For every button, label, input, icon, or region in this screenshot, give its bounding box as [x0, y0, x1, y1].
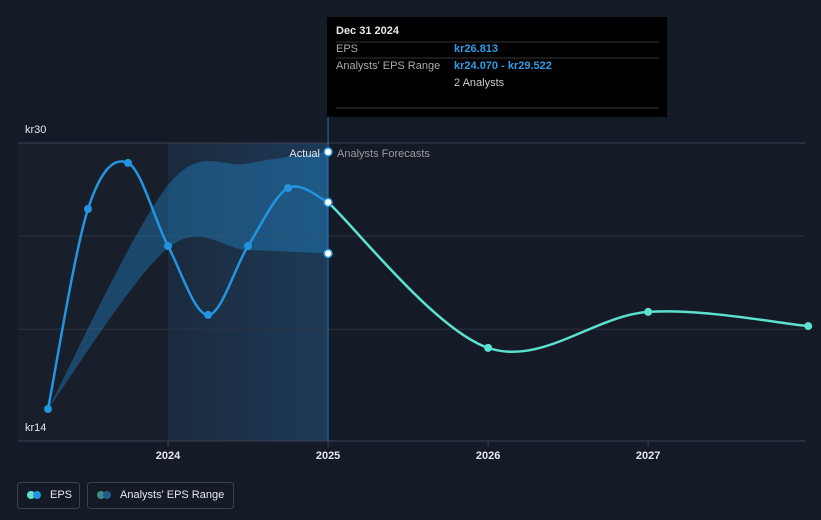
hover-shade: [168, 143, 328, 441]
legend-label: EPS: [50, 489, 72, 501]
tooltip-analysts: 2 Analysts: [454, 77, 505, 89]
x-tick-label: 2025: [316, 450, 340, 462]
tooltip-date: Dec 31 2024: [336, 25, 400, 37]
eps-point: [44, 404, 53, 413]
legend-item[interactable]: [17, 482, 80, 509]
eps-point: [204, 310, 213, 319]
range-area: [48, 151, 329, 409]
eps-point: [164, 241, 173, 250]
forecast-label: Analysts Forecasts: [337, 148, 430, 160]
tooltip-label: Analysts' EPS Range: [336, 60, 440, 72]
eps-point: [284, 184, 293, 193]
legend-label: Analysts' EPS Range: [120, 489, 224, 501]
legend-swatch: [97, 491, 105, 499]
eps-point: [244, 241, 253, 250]
tooltip-value: kr24.070 - kr29.522: [454, 60, 552, 72]
range-point: [323, 248, 333, 259]
tooltip-label: EPS: [336, 43, 358, 55]
x-tick-label: 2026: [476, 450, 500, 462]
y-tick-label: kr30: [25, 124, 46, 136]
y-tick-label: kr14: [25, 422, 46, 434]
eps-line: [327, 201, 809, 354]
range-point: [323, 147, 333, 157]
actual-label: Actual: [289, 148, 320, 160]
eps-point: [484, 343, 493, 352]
eps-point: [323, 197, 333, 208]
eps-point: [644, 307, 653, 316]
eps-point: [84, 204, 93, 213]
legend-item[interactable]: [87, 482, 234, 509]
legend-swatch: [33, 491, 41, 499]
past-shade: [18, 143, 168, 441]
x-tick-label: 2027: [636, 450, 660, 462]
tooltip-value: kr26.813: [454, 43, 498, 55]
tooltip: [327, 17, 667, 117]
eps-line: [46, 160, 329, 410]
eps-point: [124, 158, 133, 167]
legend-swatch: [103, 491, 111, 499]
eps-point: [804, 322, 813, 331]
x-tick-label: 2024: [156, 450, 181, 462]
legend-swatch: [27, 491, 35, 499]
